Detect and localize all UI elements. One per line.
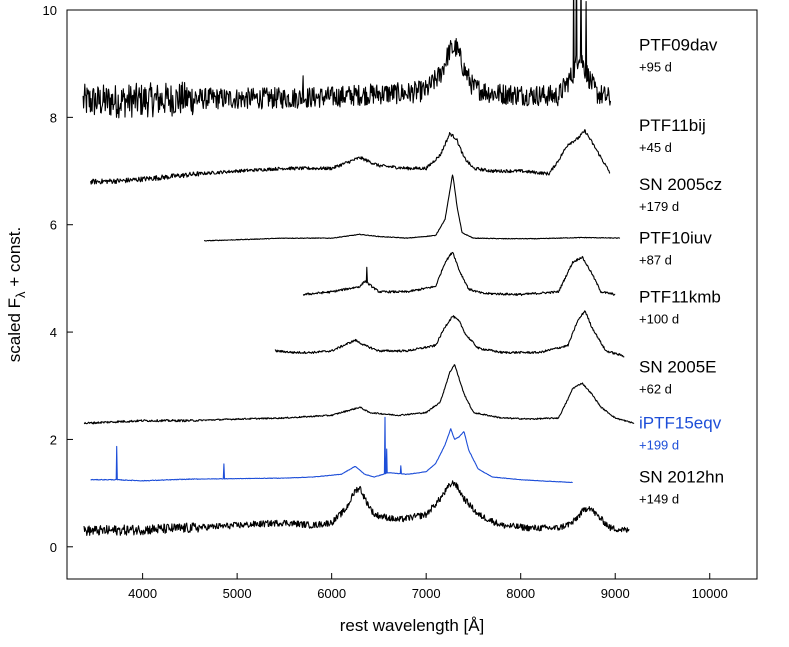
series-name-label: iPTF15eqv xyxy=(639,414,722,433)
x-tick-label: 8000 xyxy=(506,586,535,601)
y-tick-label: 2 xyxy=(50,432,57,447)
x-tick-label: 4000 xyxy=(128,586,157,601)
axis-ticks: 4000 5000 6000 7000 8000 9000 10000 0 2 4 6 8 10 xyxy=(43,3,728,601)
plot-frame xyxy=(66,9,758,580)
y-tick-label: 8 xyxy=(50,110,57,125)
y-tick-label: 4 xyxy=(50,325,57,340)
series-name-label: PTF09dav xyxy=(639,35,718,54)
series-name-label: PTF10iuv xyxy=(639,229,712,248)
spectrum-ptf11bij xyxy=(90,129,611,185)
series-epoch-label: +100 d xyxy=(639,312,679,327)
series-epoch-label: +179 d xyxy=(639,199,679,214)
x-tick-label: 5000 xyxy=(223,586,252,601)
spectrum-ptf10iuv xyxy=(302,251,616,297)
spectrum-sn-2005cz xyxy=(204,174,621,242)
spectrum-ptf11kmb xyxy=(274,310,625,358)
spectrum-sn-2005e xyxy=(83,364,635,425)
x-tick-label: 9000 xyxy=(601,586,630,601)
x-axis-label: rest wavelength [Å] xyxy=(340,616,485,635)
series-epoch-label: +87 d xyxy=(639,253,672,268)
series-epoch-label: +199 d xyxy=(639,438,679,453)
y-tick-label: 10 xyxy=(43,3,57,18)
series-name-label: SN 2005cz xyxy=(639,175,722,194)
series-epoch-label: +45 d xyxy=(639,140,672,155)
series-epoch-label: +62 d xyxy=(639,381,672,396)
series-labels: PTF09dav +95 d PTF11bij +45 d SN 2005cz +179 … xyxy=(639,35,724,506)
spectrum-sn-2012hn xyxy=(83,480,630,536)
x-tick-label: 7000 xyxy=(412,586,441,601)
x-tick-label: 10000 xyxy=(692,586,728,601)
series-layer xyxy=(82,0,635,536)
spectrum-ptf09dav xyxy=(82,0,612,119)
spectrum-iptf15eqv xyxy=(90,416,573,484)
y-tick-label: 6 xyxy=(50,218,57,233)
series-epoch-label: +95 d xyxy=(639,59,672,74)
series-name-label: PTF11kmb xyxy=(639,288,721,307)
y-axis-label: scaled Fλ + const. xyxy=(5,227,28,362)
series-epoch-label: +149 d xyxy=(639,491,679,506)
x-tick-label: 6000 xyxy=(317,586,346,601)
series-name-label: SN 2005E xyxy=(639,357,717,376)
y-tick-label: 0 xyxy=(50,540,57,555)
series-name-label: PTF11bij xyxy=(639,116,706,135)
series-name-label: SN 2012hn xyxy=(639,467,724,486)
